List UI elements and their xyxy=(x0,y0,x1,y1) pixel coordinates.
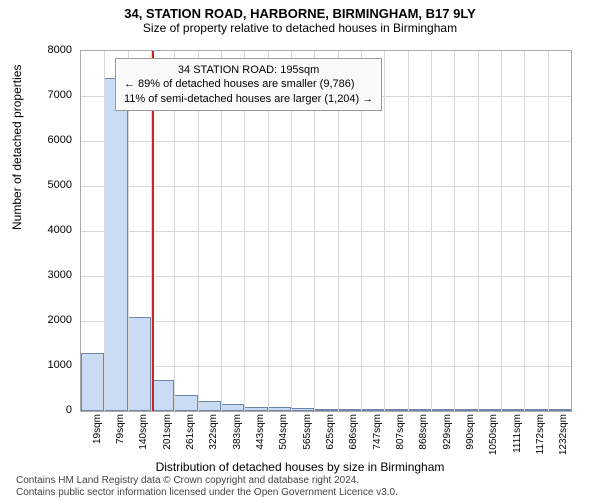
histogram-bar xyxy=(174,395,197,411)
x-tick-label: 929sqm xyxy=(442,414,453,456)
y-axis-title: Number of detached properties xyxy=(10,65,24,230)
y-tick-label: 0 xyxy=(66,404,72,416)
y-tick-label: 2000 xyxy=(48,314,72,326)
x-tick-label: 807sqm xyxy=(395,414,406,456)
x-tick-label: 79sqm xyxy=(115,414,126,456)
x-tick-label: 140sqm xyxy=(138,414,149,456)
y-tick-label: 6000 xyxy=(48,134,72,146)
gridline-h xyxy=(81,321,571,322)
x-tick-label: 322sqm xyxy=(208,414,219,456)
histogram-bar xyxy=(104,78,127,411)
histogram-bar xyxy=(128,317,151,412)
x-tick-label: 990sqm xyxy=(465,414,476,456)
histogram-bar xyxy=(81,353,104,412)
footer-line2: Contains public sector information licen… xyxy=(16,487,398,499)
x-tick-label: 1050sqm xyxy=(488,414,499,456)
histogram-bar xyxy=(524,409,547,411)
x-tick-label: 19sqm xyxy=(92,414,103,456)
histogram-bar xyxy=(408,409,431,411)
y-tick-label: 3000 xyxy=(48,269,72,281)
gridline-h xyxy=(81,366,571,367)
y-tick-label: 4000 xyxy=(48,224,72,236)
x-tick-label: 504sqm xyxy=(278,414,289,456)
y-axis-labels: 010002000300040005000600070008000 xyxy=(40,50,76,410)
gridline-v xyxy=(431,51,432,411)
y-tick-label: 7000 xyxy=(48,89,72,101)
gridline-h xyxy=(81,141,571,142)
histogram-bar xyxy=(268,407,291,411)
x-tick-label: 747sqm xyxy=(372,414,383,456)
histogram-bar xyxy=(361,409,384,411)
x-tick-label: 868sqm xyxy=(418,414,429,456)
histogram-bar xyxy=(478,409,501,411)
chart-container: 34, STATION ROAD, HARBORNE, BIRMINGHAM, … xyxy=(0,0,600,500)
y-tick-label: 8000 xyxy=(48,44,72,56)
gridline-v xyxy=(548,51,549,411)
y-tick-label: 1000 xyxy=(48,359,72,371)
annotation-box: 34 STATION ROAD: 195sqm ← 89% of detache… xyxy=(115,58,382,111)
x-tick-label: 383sqm xyxy=(232,414,243,456)
x-tick-label: 1172sqm xyxy=(535,414,546,456)
histogram-bar xyxy=(198,401,221,411)
footer-attribution: Contains HM Land Registry data © Crown c… xyxy=(16,475,398,499)
gridline-v xyxy=(384,51,385,411)
histogram-bar xyxy=(454,409,477,411)
histogram-bar xyxy=(501,409,524,411)
gridline-v xyxy=(501,51,502,411)
x-tick-label: 565sqm xyxy=(302,414,313,456)
histogram-bar xyxy=(548,409,571,411)
histogram-bar xyxy=(244,407,267,412)
histogram-bar xyxy=(221,404,244,411)
x-tick-label: 443sqm xyxy=(255,414,266,456)
gridline-v xyxy=(454,51,455,411)
gridline-h xyxy=(81,276,571,277)
histogram-bar xyxy=(338,409,361,411)
gridline-v xyxy=(524,51,525,411)
gridline-v xyxy=(408,51,409,411)
x-tick-label: 261sqm xyxy=(185,414,196,456)
gridline-v xyxy=(104,51,105,411)
histogram-bar xyxy=(431,409,454,411)
histogram-bar xyxy=(151,380,174,412)
histogram-bar xyxy=(291,408,314,411)
annotation-line3: 11% of semi-detached houses are larger (… xyxy=(124,92,373,106)
x-axis-labels: 19sqm 79sqm 140sqm 201sqm 261sqm 322sqm 383sqm… xyxy=(80,414,570,460)
gridline-v xyxy=(478,51,479,411)
chart-title-line1: 34, STATION ROAD, HARBORNE, BIRMINGHAM, … xyxy=(0,6,600,21)
chart-title-line2: Size of property relative to detached ho… xyxy=(0,21,600,35)
annotation-line1: 34 STATION ROAD: 195sqm xyxy=(124,63,373,77)
x-tick-label: 1111sqm xyxy=(512,414,523,456)
annotation-line2: ← 89% of detached houses are smaller (9,… xyxy=(124,77,373,91)
gridline-h xyxy=(81,186,571,187)
gridline-h xyxy=(81,231,571,232)
footer-line1: Contains HM Land Registry data © Crown c… xyxy=(16,475,398,487)
x-tick-label: 201sqm xyxy=(162,414,173,456)
x-tick-label: 625sqm xyxy=(325,414,336,456)
x-axis-title: Distribution of detached houses by size … xyxy=(0,460,600,474)
title-block: 34, STATION ROAD, HARBORNE, BIRMINGHAM, … xyxy=(0,0,600,35)
y-tick-label: 5000 xyxy=(48,179,72,191)
x-tick-label: 686sqm xyxy=(348,414,359,456)
x-tick-label: 1232sqm xyxy=(558,414,569,456)
histogram-bar xyxy=(314,409,337,411)
histogram-bar xyxy=(384,409,407,411)
